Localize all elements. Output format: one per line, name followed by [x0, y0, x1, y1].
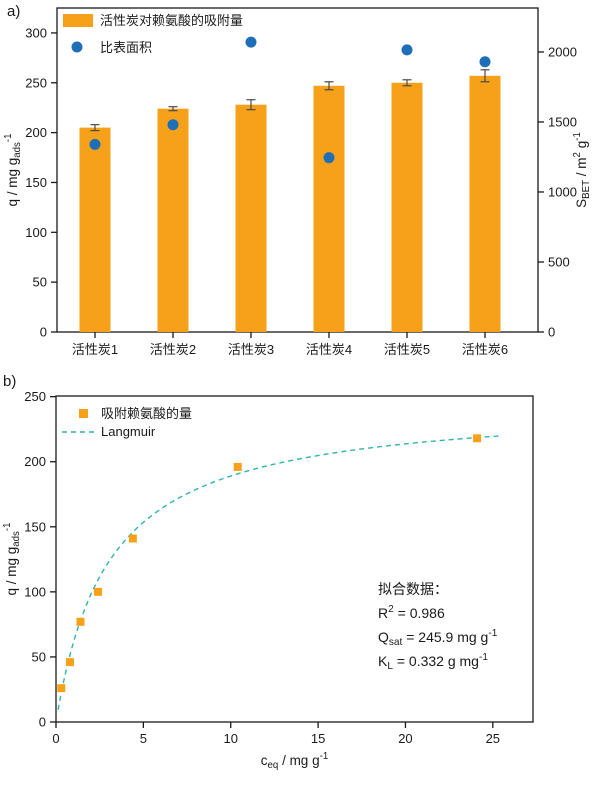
bar-3 [235, 104, 267, 332]
adsorption-data-point-7 [473, 434, 482, 443]
x-axis-tick-label: 25 [486, 731, 500, 746]
x-axis-category-label: 活性炭5 [384, 342, 430, 357]
adsorption-data-point-4 [93, 587, 102, 596]
bar-4 [313, 85, 345, 332]
left-axis-tick-label: 50 [33, 275, 47, 290]
right-axis-tick-label: 2000 [548, 44, 577, 59]
plot-frame [55, 395, 534, 723]
adsorption-data-point-5 [128, 534, 137, 543]
bar-5 [391, 82, 423, 333]
bar-2 [157, 108, 189, 332]
x-axis-tick-label: 10 [223, 731, 237, 746]
scatter-chart-langmuir-isotherm: 0 50 100 150 200 250 0 5 10 15 20 25 q / mg gads-1 ce… [2, 389, 534, 771]
y-axis-title: q / mg gads-1 [2, 522, 22, 595]
bar-6 [469, 75, 501, 332]
x-axis-tick-label: 5 [140, 731, 147, 746]
fit-annotation-title: 拟合数据： [378, 581, 448, 597]
surface-area-point-4 [323, 152, 335, 164]
y-axis-tick-label: 100 [24, 584, 46, 599]
legend-square-marker [79, 409, 88, 418]
left-axis-tick-label: 150 [25, 175, 47, 190]
surface-area-point-1 [89, 138, 101, 150]
x-axis-category-label: 活性炭4 [306, 342, 352, 357]
x-axis-category-label: 活性炭1 [72, 342, 118, 357]
legend-scatter-series-label: 比表面积 [100, 40, 152, 55]
left-axis-tick-label: 200 [25, 125, 47, 140]
x-axis-category-label: 活性炭2 [150, 342, 196, 357]
y-axis-tick-label: 250 [24, 389, 46, 404]
adsorption-data-point-6 [233, 462, 242, 471]
adsorption-data-point-2 [65, 658, 74, 667]
y-axis-tick-label: 50 [32, 649, 46, 664]
fit-annotation-line-3: KL = 0.332 g mg-1 [378, 652, 488, 672]
fit-annotation-line-2: Qsat = 245.9 mg g-1 [378, 628, 498, 648]
left-axis-title: q / mg gads-1 [3, 133, 23, 206]
legend-bar-series-label: 活性炭对赖氨酸的吸附量 [100, 13, 243, 28]
plot-frame [56, 7, 539, 333]
y-axis-tick-label: 200 [24, 454, 46, 469]
bar-chart-adsorption-vs-surface-area: 0 50 100 150 200 250 300 0 500 1000 1500 2000 活性炭1 活性… [3, 7, 592, 357]
x-axis-tick-label: 15 [311, 731, 325, 746]
x-axis-tick-label: 0 [52, 731, 59, 746]
left-axis-tick-label: 300 [25, 25, 47, 40]
bar-1 [79, 127, 111, 332]
y-axis-tick-label: 0 [39, 715, 46, 730]
left-axis-tick-label: 250 [25, 75, 47, 90]
surface-area-point-2 [167, 119, 179, 131]
legend-bar-swatch [63, 14, 93, 27]
right-axis-tick-label: 0 [548, 325, 555, 340]
y-axis-tick-label: 150 [24, 519, 46, 534]
left-axis-tick-label: 100 [25, 225, 47, 240]
surface-area-point-5 [401, 44, 413, 56]
adsorption-data-point-3 [76, 617, 85, 626]
surface-area-point-3 [245, 36, 257, 48]
legend-points-series-label: 吸附赖氨酸的量 [101, 406, 192, 421]
left-axis-tick-label: 0 [40, 325, 47, 340]
right-axis-tick-label: 500 [548, 254, 570, 269]
fit-annotation-line-1: R2 = 0.986 [378, 604, 445, 621]
right-axis-title: SBET / m2 g-1 [572, 132, 592, 208]
x-axis-title: ceq / mg g-1 [261, 751, 328, 771]
right-axis-tick-label: 1500 [548, 114, 577, 129]
adsorption-data-point-1 [57, 684, 66, 693]
langmuir-fit-curve [57, 435, 499, 710]
x-axis-category-label: 活性炭6 [462, 342, 508, 357]
surface-area-point-6 [479, 56, 491, 68]
x-axis-tick-label: 20 [398, 731, 412, 746]
legend-fit-series-label: Langmuir [101, 424, 156, 439]
legend-scatter-marker [71, 41, 83, 53]
right-axis-tick-label: 1000 [548, 184, 577, 199]
x-axis-category-label: 活性炭3 [228, 342, 274, 357]
